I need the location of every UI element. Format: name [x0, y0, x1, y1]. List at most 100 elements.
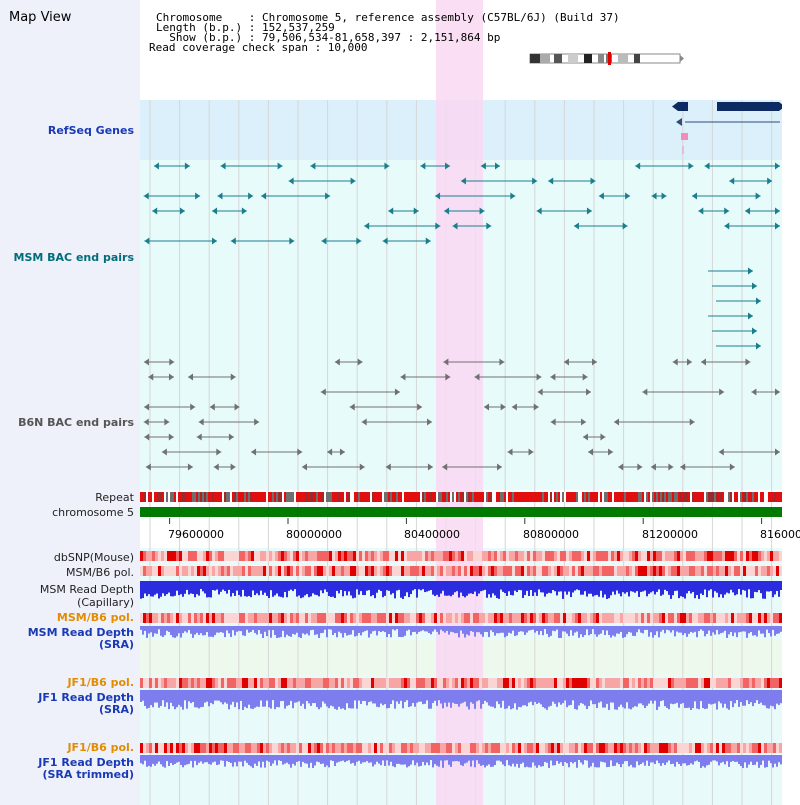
repeat-segment [658, 492, 660, 502]
chromosome-ideogram[interactable] [526, 52, 688, 66]
msm-b6-pol-cell [464, 566, 467, 576]
msm-depth-sra-bar [662, 626, 664, 630]
msm-b6-pol2-cell [251, 613, 254, 623]
jf1-depth-trimmed-bar [652, 755, 654, 763]
jf1-depth-trimmed-bar [156, 755, 158, 764]
repeat-segment [158, 492, 160, 502]
repeat-segment [618, 492, 620, 502]
dbsnp-cell [212, 551, 215, 561]
jf1-depth-trimmed-bar [514, 755, 516, 767]
msm-depth-sra-bar [248, 626, 250, 633]
msm-b6-pol2-cell [425, 613, 428, 623]
repeat-segment [308, 492, 310, 502]
msm-depth-sra-bar [266, 626, 268, 637]
jf1-depth-sra-bar [650, 690, 652, 701]
jf1-b6-pol-cell [473, 678, 476, 688]
msm-depth-sra-bar [246, 626, 248, 630]
msm-depth-capillary-bar [354, 581, 356, 598]
jf1-depth-sra-bar [672, 690, 674, 705]
jf1-depth-sra-bar [298, 690, 300, 702]
dbsnp-cell [758, 551, 761, 561]
repeat-segment [614, 492, 616, 502]
msm-b6-pol2-cell [161, 613, 164, 623]
msm-depth-capillary-bar [452, 581, 454, 595]
repeat-segment [420, 492, 422, 502]
repeat-segment [246, 492, 248, 502]
msm-depth-capillary-bar [482, 581, 484, 591]
msm-depth-capillary-bar [252, 581, 254, 591]
jf1-depth-trimmed-bar [388, 755, 390, 766]
track-label-msm-depth-capillary[interactable]: MSM Read Depth [39, 583, 134, 596]
msm-depth-sra-bar [300, 626, 302, 638]
jf1-depth-trimmed-bar [434, 755, 436, 765]
b6n-bac-pair-end-icon [680, 463, 686, 471]
jf1-depth-sra-bar [184, 690, 186, 701]
jf1-depth-sra-bar [474, 690, 476, 709]
track-label-chromosome[interactable]: chromosome 5 [52, 506, 134, 519]
b6n-bac-pair-end-icon [497, 463, 503, 471]
jf1-depth-trimmed-bar [664, 755, 666, 766]
track-label-msm-depth-sra-sub: (SRA) [99, 638, 134, 651]
track-label-dbsnp[interactable]: dbSNP(Mouse) [53, 551, 134, 564]
jf1-depth-trimmed-bar [274, 755, 276, 761]
track-label-b6n-bac[interactable]: B6N BAC end pairs [18, 416, 134, 429]
msm-b6-pol2-cell [224, 613, 227, 623]
dbsnp-cell [644, 551, 647, 561]
msm-depth-sra-bar [712, 626, 714, 633]
msm-b6-pol2-cell [650, 613, 653, 623]
jf1-depth-sra-bar [276, 690, 278, 707]
dbsnp-cell [218, 551, 221, 561]
track-label-refseq[interactable]: RefSeq Genes [47, 124, 134, 137]
jf1-b6-pol-cell [143, 678, 146, 688]
repeat-segment [746, 492, 748, 502]
repeat-segment [256, 492, 258, 502]
msm-b6-pol2-cell [437, 613, 440, 623]
jf1-depth-sra-bar [756, 690, 758, 701]
track-label-msm-b6-pol[interactable]: MSM/B6 pol. [66, 566, 134, 579]
jf1-depth-sra-bar [564, 690, 566, 701]
jf1-b6-pol-cell [572, 678, 575, 688]
track-label-jf1-depth-sra[interactable]: JF1 Read Depth [38, 691, 134, 704]
jf1-b6-pol-cell [524, 678, 527, 688]
jf1-b6-pol-cell [467, 678, 470, 688]
msm-depth-capillary-bar [746, 581, 748, 598]
jf1-depth-trimmed-bar [502, 755, 504, 765]
msm-b6-pol2-cell [236, 613, 239, 623]
msm-b6-pol2-cell [614, 613, 617, 623]
repeat-segment [430, 492, 432, 502]
msm-b6-pol2-cell [626, 613, 629, 623]
track-label-msm-depth-sra[interactable]: MSM Read Depth [27, 626, 134, 639]
repeat-segment [162, 492, 164, 502]
msm-b6-pol2-cell [239, 613, 242, 623]
track-label-msm-bac[interactable]: MSM BAC end pairs [13, 251, 134, 264]
jf1-b6-pol2-cell [770, 743, 773, 753]
b6n-bac-pair-end-icon [161, 448, 167, 456]
jf1-b6-pol-cell [518, 678, 521, 688]
msm-b6-pol2-cell [659, 613, 662, 623]
track-label-jf1-b6-pol-2[interactable]: JF1/B6 pol. [67, 741, 134, 754]
dbsnp-cell [668, 551, 671, 561]
repeat-segment [598, 492, 600, 502]
msm-depth-sra-bar [678, 626, 680, 633]
msm-depth-capillary-bar [392, 581, 394, 594]
repeat-segment [280, 492, 282, 502]
track-label-repeat[interactable]: Repeat [95, 491, 134, 504]
track-label-msm-b6-pol-2[interactable]: MSM/B6 pol. [56, 611, 134, 624]
msm-depth-sra-bar [446, 626, 448, 631]
track-label-jf1-depth-trimmed[interactable]: JF1 Read Depth [38, 756, 134, 769]
msm-depth-capillary-bar [562, 581, 564, 599]
track-label-jf1-b6-pol[interactable]: JF1/B6 pol. [67, 676, 134, 689]
jf1-b6-pol-cell [641, 678, 644, 688]
repeat-segment [410, 492, 412, 502]
jf1-b6-pol2-cell [608, 743, 611, 753]
genome-tracks-canvas[interactable] [140, 0, 782, 805]
jf1-depth-trimmed-bar [544, 755, 546, 762]
repeat-segment [528, 492, 530, 502]
msm-depth-capillary-bar [648, 581, 650, 594]
msm-b6-pol-cell [302, 566, 305, 576]
msm-depth-sra-bar [578, 626, 580, 638]
msm-depth-sra-bar [516, 626, 518, 636]
msm-depth-capillary-bar [226, 581, 228, 594]
genome-plot-area[interactable] [140, 0, 782, 805]
msm-depth-capillary-bar [468, 581, 470, 594]
